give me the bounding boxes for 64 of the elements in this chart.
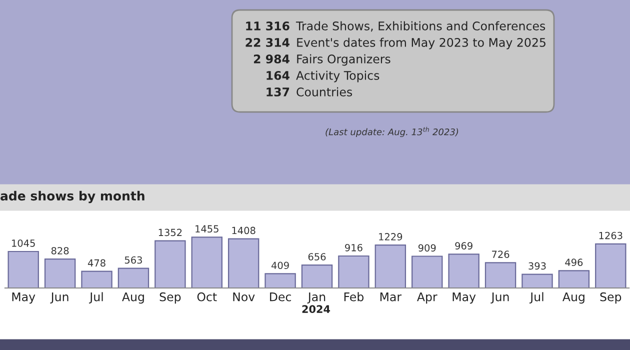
data-label: 409: [271, 262, 289, 270]
bar: [412, 256, 443, 288]
x-tick-label: Jun: [490, 292, 509, 304]
bar: [191, 236, 222, 288]
x-tick-label: Aug: [122, 292, 144, 304]
x-tick-label: May: [12, 292, 36, 304]
data-label: 563: [124, 256, 142, 264]
bar: [558, 270, 590, 288]
chart-title: ade shows by month: [0, 190, 144, 204]
data-label: 1045: [12, 239, 35, 247]
x-tick-label: Mar: [380, 292, 402, 302]
bar: [81, 270, 112, 288]
text: 2 984: [254, 54, 290, 64]
x-tick-label: Jan: [307, 292, 326, 304]
x-tick-label: Sep: [600, 292, 622, 304]
data-label: 1408: [232, 226, 256, 234]
text: 2024: [302, 305, 330, 314]
x-tick-label: Dec: [270, 292, 291, 302]
x-tick-label: May: [452, 292, 476, 304]
bar: [118, 268, 150, 288]
data-label: 916: [345, 244, 362, 252]
x-tick-label: Nov: [233, 292, 255, 302]
data-label: 656: [308, 253, 326, 260]
text: 22 314: [246, 38, 290, 47]
bar: [264, 273, 296, 288]
data-label: 393: [528, 262, 546, 270]
text: (Last update: Aug. 13$^{th}$ 2023): [326, 126, 458, 138]
bar: [228, 238, 260, 288]
text: Fairs Organizers: [297, 54, 390, 66]
bar: [338, 255, 370, 288]
bar: [448, 254, 480, 288]
data-label: 1352: [158, 228, 182, 236]
x-tick-label: Jul: [89, 292, 103, 304]
bar: [522, 274, 553, 288]
data-label: 478: [88, 259, 106, 267]
data-label: 1455: [196, 225, 218, 233]
x-tick-label: Jul: [530, 292, 544, 304]
bar: [301, 264, 333, 288]
x-tick-label: Feb: [344, 292, 364, 302]
bar: [154, 240, 186, 288]
data-label: 828: [51, 247, 69, 254]
bar: [484, 262, 516, 288]
bar: [8, 250, 39, 288]
data-label: 1229: [379, 233, 402, 240]
bar: [374, 244, 406, 288]
text: Countries: [296, 87, 352, 96]
x-tick-label: Apr: [417, 292, 438, 304]
text: 11 316: [246, 21, 290, 30]
text: 137: [266, 87, 290, 96]
bar: [44, 258, 76, 288]
text: Activity Topics: [296, 70, 380, 82]
text: Event's dates from May 2023 to May 2025: [297, 38, 546, 50]
data-label: 909: [418, 244, 436, 252]
data-label: 726: [492, 250, 510, 258]
text: 164: [266, 71, 290, 80]
bar: [595, 243, 626, 288]
data-label: 496: [565, 258, 583, 266]
x-tick-label: Aug: [562, 292, 584, 304]
text: Trade Shows, Exhibitions and Conferences: [296, 21, 546, 32]
x-tick-label: Sep: [160, 292, 181, 304]
data-label: 969: [455, 242, 472, 250]
x-tick-label: Oct: [197, 292, 217, 302]
x-tick-label: Jun: [50, 292, 68, 304]
data-label: 1263: [599, 232, 622, 240]
